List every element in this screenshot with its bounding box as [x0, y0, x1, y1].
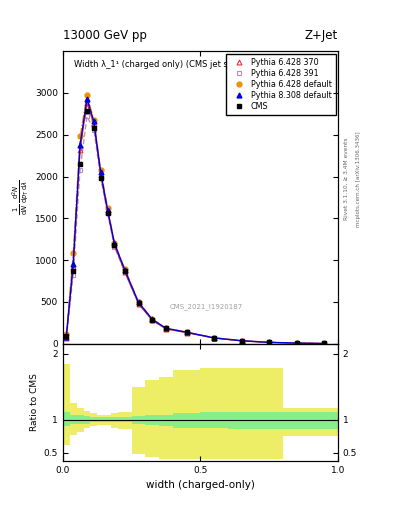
Pythia 6.428 default: [164, 325, 169, 331]
Pythia 6.428 391: [239, 338, 244, 344]
Pythia 6.428 391: [184, 329, 189, 335]
Pythia 8.308 default: [105, 207, 110, 213]
Pythia 8.308 default: [112, 241, 117, 247]
Pythia 6.428 391: [92, 126, 96, 133]
Pythia 6.428 391: [71, 272, 75, 279]
Pythia 6.428 391: [294, 340, 299, 346]
Pythia 6.428 370: [112, 242, 117, 248]
Pythia 6.428 391: [123, 269, 127, 275]
Pythia 6.428 370: [98, 172, 103, 178]
Pythia 6.428 370: [267, 339, 272, 346]
Text: Rivet 3.1.10, ≥ 3.4M events: Rivet 3.1.10, ≥ 3.4M events: [344, 138, 349, 221]
Y-axis label: Ratio to CMS: Ratio to CMS: [31, 373, 39, 431]
Pythia 6.428 370: [123, 269, 127, 275]
Pythia 6.428 370: [164, 326, 169, 332]
Pythia 8.308 default: [84, 96, 89, 102]
Pythia 6.428 default: [78, 134, 83, 140]
Pythia 6.428 391: [105, 210, 110, 217]
Pythia 6.428 391: [164, 326, 169, 332]
Pythia 6.428 default: [84, 92, 89, 98]
X-axis label: width (charged-only): width (charged-only): [146, 480, 255, 490]
Pythia 6.428 default: [136, 299, 141, 305]
Pythia 8.308 default: [123, 267, 127, 273]
Pythia 6.428 370: [78, 147, 83, 153]
Pythia 6.428 391: [78, 167, 83, 173]
Pythia 6.428 default: [322, 340, 327, 347]
Pythia 6.428 370: [71, 264, 75, 270]
Pythia 6.428 default: [267, 339, 272, 345]
Pythia 8.308 default: [136, 300, 141, 306]
Pythia 6.428 391: [84, 113, 89, 119]
Pythia 8.308 default: [92, 118, 96, 124]
Pythia 6.428 370: [212, 335, 217, 341]
Text: mcplots.cern.ch [arXiv:1306.3436]: mcplots.cern.ch [arXiv:1306.3436]: [356, 132, 361, 227]
Pythia 6.428 default: [105, 204, 110, 210]
Pythia 6.428 370: [64, 334, 69, 340]
Pythia 6.428 391: [98, 175, 103, 181]
Pythia 6.428 default: [294, 340, 299, 346]
Pythia 8.308 default: [294, 340, 299, 346]
Pythia 6.428 default: [112, 240, 117, 246]
Pythia 8.308 default: [184, 329, 189, 335]
Pythia 6.428 default: [92, 117, 96, 123]
Pythia 8.308 default: [150, 316, 155, 323]
Pythia 6.428 391: [64, 335, 69, 342]
Pythia 6.428 391: [267, 339, 272, 345]
Pythia 6.428 default: [71, 250, 75, 257]
Pythia 6.428 391: [212, 335, 217, 341]
Pythia 6.428 default: [64, 331, 69, 337]
Pythia 8.308 default: [64, 334, 69, 340]
Pythia 6.428 370: [92, 121, 96, 127]
Line: Pythia 6.428 391: Pythia 6.428 391: [64, 114, 327, 346]
Line: Pythia 6.428 default: Pythia 6.428 default: [64, 92, 327, 346]
Pythia 6.428 370: [84, 100, 89, 106]
Pythia 6.428 default: [123, 266, 127, 272]
Pythia 6.428 default: [150, 316, 155, 322]
Pythia 6.428 370: [150, 317, 155, 324]
Legend: Pythia 6.428 370, Pythia 6.428 391, Pythia 6.428 default, Pythia 8.308 default, : Pythia 6.428 370, Pythia 6.428 391, Pyth…: [226, 54, 336, 115]
Pythia 6.428 default: [98, 167, 103, 173]
Pythia 6.428 default: [239, 337, 244, 344]
Pythia 6.428 391: [150, 317, 155, 323]
Pythia 6.428 391: [322, 340, 327, 347]
Pythia 8.308 default: [267, 339, 272, 346]
Pythia 6.428 default: [184, 329, 189, 335]
Pythia 8.308 default: [239, 338, 244, 344]
Text: Z+Jet: Z+Jet: [305, 29, 338, 42]
Pythia 8.308 default: [322, 340, 327, 347]
Pythia 6.428 370: [105, 208, 110, 215]
Text: Width λ_1¹ (charged only) (CMS jet substructure): Width λ_1¹ (charged only) (CMS jet subst…: [74, 60, 280, 69]
Pythia 8.308 default: [98, 169, 103, 176]
Pythia 8.308 default: [212, 335, 217, 341]
Pythia 6.428 370: [184, 330, 189, 336]
Pythia 8.308 default: [164, 325, 169, 331]
Pythia 6.428 391: [112, 244, 117, 250]
Text: CMS_2021_I1920187: CMS_2021_I1920187: [169, 304, 242, 310]
Pythia 6.428 370: [322, 340, 327, 347]
Line: Pythia 8.308 default: Pythia 8.308 default: [64, 96, 327, 346]
Pythia 6.428 391: [136, 301, 141, 307]
Pythia 6.428 370: [239, 338, 244, 344]
Pythia 6.428 370: [294, 340, 299, 346]
Pythia 6.428 370: [136, 301, 141, 307]
Pythia 6.428 default: [212, 335, 217, 341]
Text: 13000 GeV pp: 13000 GeV pp: [63, 29, 147, 42]
Line: Pythia 6.428 370: Pythia 6.428 370: [64, 100, 327, 346]
Pythia 8.308 default: [71, 261, 75, 267]
Y-axis label: $\frac{1}{\mathrm{d}N}\,\frac{\mathrm{d}^2N}{\mathrm{d}p_T\,\mathrm{d}\lambda}$: $\frac{1}{\mathrm{d}N}\,\frac{\mathrm{d}…: [10, 180, 31, 215]
Pythia 8.308 default: [78, 142, 83, 148]
